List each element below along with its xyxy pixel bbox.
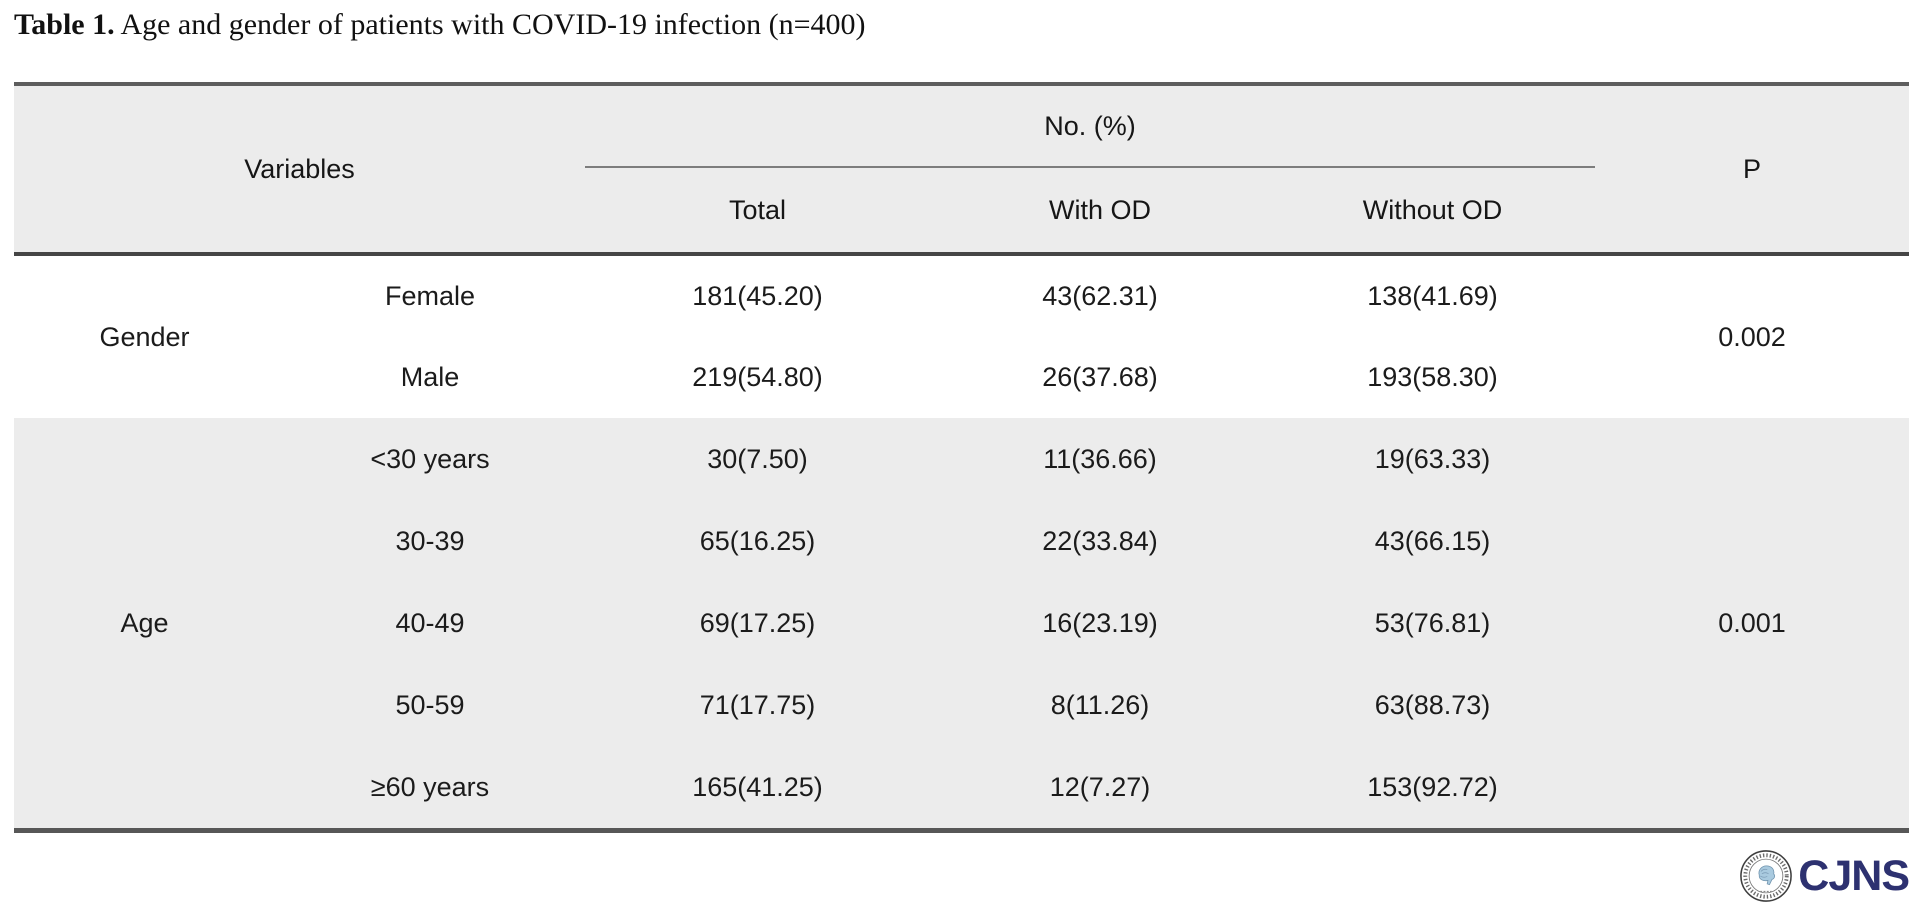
without-od-cell: 138(41.69) — [1270, 254, 1596, 336]
without-od-cell: 19(63.33) — [1270, 418, 1596, 500]
table-row: Age <30 years 30(7.50) 11(36.66) 19(63.3… — [14, 418, 1910, 828]
with-od-cell: 16(23.19) — [930, 582, 1270, 664]
with-od-cell: 11(36.66) — [930, 418, 1270, 500]
table-row: Gender Female 181(45.20) 43(62.31) 138(4… — [14, 254, 1910, 418]
without-od-cell: 53(76.81) — [1270, 582, 1596, 664]
variable-cell: Female — [275, 254, 585, 336]
table-row: 50-59 71(17.75) 8(11.26) 63(88.73) — [14, 664, 1909, 746]
variable-cell: Male — [275, 336, 585, 418]
variable-cell: 50-59 — [275, 664, 585, 746]
table-row: ≥60 years 165(41.25) 12(7.27) 153(92.72) — [14, 746, 1909, 828]
header-cell-with-od: With OD — [930, 167, 1270, 256]
p-value-cell: 0.002 — [1595, 254, 1910, 418]
total-cell: 71(17.75) — [585, 664, 930, 746]
journal-footer: CJNS — [0, 845, 1910, 907]
without-od-cell: 43(66.15) — [1270, 500, 1596, 582]
header-cell-no-pct: No. (%) — [585, 86, 1596, 168]
cjns-seal-icon — [1740, 850, 1793, 902]
document-page: Table 1. Age and gender of patients with… — [0, 8, 1923, 908]
group-label-cell: Age — [14, 418, 275, 828]
table-row: 40-49 69(17.25) 16(23.19) 53(76.81) — [14, 582, 1909, 664]
table-caption-text: Age and gender of patients with COVID-19… — [114, 8, 866, 41]
with-od-cell: 12(7.27) — [930, 746, 1270, 828]
table-container: Variables No. (%) P Total With OD Withou… — [14, 82, 1910, 833]
variable-cell: 30-39 — [275, 500, 585, 582]
patients-table: Variables No. (%) P Total With OD Withou… — [14, 86, 1910, 828]
table-caption-label: Table 1. — [14, 8, 115, 41]
header-cell-variables: Variables — [14, 86, 585, 256]
table-caption: Table 1. Age and gender of patients with… — [14, 8, 1923, 42]
variable-cell: ≥60 years — [275, 746, 585, 828]
table-header-row-top: Variables No. (%) P — [14, 86, 1910, 256]
table-header: Variables No. (%) P Total With OD Withou… — [14, 86, 1910, 256]
with-od-cell: 26(37.68) — [930, 336, 1270, 418]
header-cell-p: P — [1595, 86, 1910, 256]
total-cell: 181(45.20) — [585, 254, 930, 336]
without-od-cell: 193(58.30) — [1270, 336, 1596, 418]
total-cell: 30(7.50) — [585, 418, 930, 500]
header-cell-without-od: Without OD — [1270, 167, 1596, 256]
table-body: Gender Female 181(45.20) 43(62.31) 138(4… — [14, 254, 1910, 828]
with-od-cell: 43(62.31) — [930, 254, 1270, 336]
variable-cell: 40-49 — [275, 582, 585, 664]
without-od-cell: 153(92.72) — [1270, 746, 1596, 828]
cjns-wordmark: CJNS — [1798, 852, 1910, 900]
table-row: Male 219(54.80) 26(37.68) 193(58.30) — [14, 336, 1909, 418]
with-od-cell: 22(33.84) — [930, 500, 1270, 582]
with-od-cell: 8(11.26) — [930, 664, 1270, 746]
p-value-cell: 0.001 — [1595, 418, 1910, 828]
table-header-row-sub: Total With OD Without OD — [14, 167, 1909, 256]
total-cell: 65(16.25) — [585, 500, 930, 582]
group-label-cell: Gender — [14, 254, 275, 418]
total-cell: 219(54.80) — [585, 336, 930, 418]
total-cell: 165(41.25) — [585, 746, 930, 828]
header-cell-total: Total — [585, 167, 930, 256]
table-row: 30-39 65(16.25) 22(33.84) 43(66.15) — [14, 500, 1909, 582]
variable-cell: <30 years — [275, 418, 585, 500]
without-od-cell: 63(88.73) — [1270, 664, 1596, 746]
total-cell: 69(17.25) — [585, 582, 930, 664]
